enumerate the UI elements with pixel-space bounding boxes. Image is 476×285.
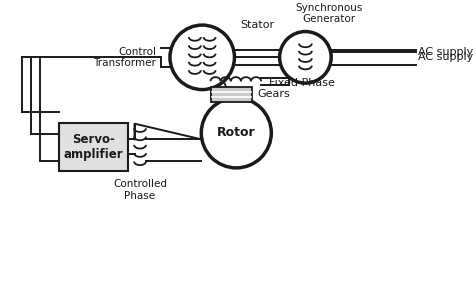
Text: Gears: Gears: [257, 89, 289, 99]
Circle shape: [169, 25, 234, 89]
Text: Synchronous
Generator: Synchronous Generator: [295, 3, 362, 24]
Bar: [210, 87, 252, 101]
Text: Stator: Stator: [239, 20, 274, 30]
Text: Controlled
Phase: Controlled Phase: [113, 179, 167, 201]
Text: Fixed Phase: Fixed Phase: [268, 78, 334, 88]
FancyBboxPatch shape: [59, 123, 128, 171]
Text: AC supply: AC supply: [417, 47, 472, 57]
Text: AC supply: AC supply: [417, 52, 472, 62]
Text: Servo-
amplifier: Servo- amplifier: [64, 133, 123, 161]
Text: Rotor: Rotor: [217, 126, 255, 139]
Circle shape: [201, 98, 271, 168]
Circle shape: [279, 32, 330, 83]
Text: Control
Transformer: Control Transformer: [93, 46, 156, 68]
